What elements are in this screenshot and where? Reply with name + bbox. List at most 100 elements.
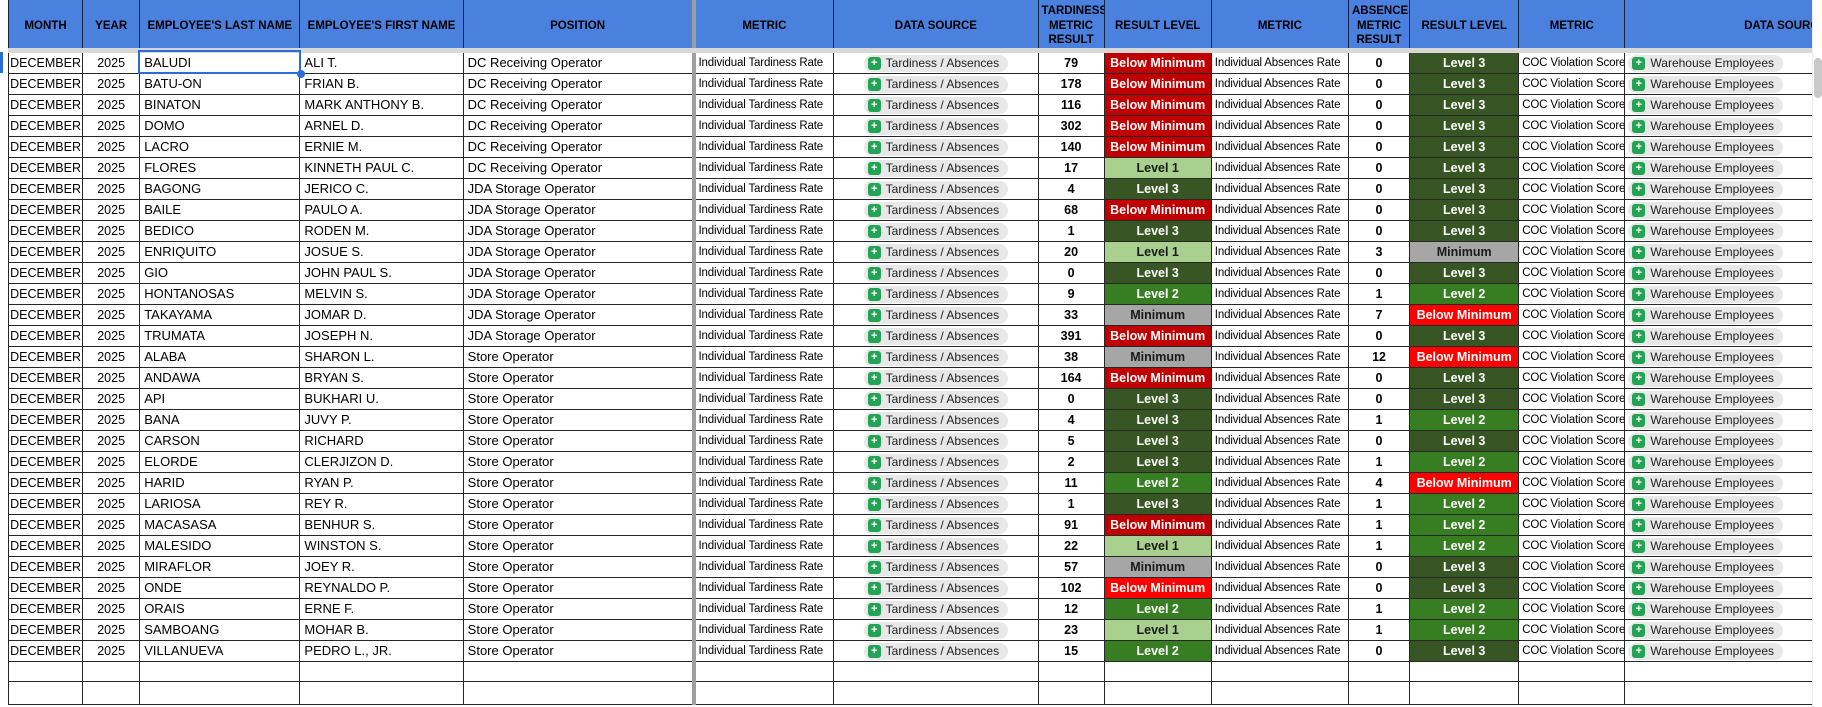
tardiness-result-level-cell[interactable]: Below Minimum — [1103, 198, 1212, 221]
data-source-chip[interactable]: + Tardiness / Absences — [863, 642, 1009, 660]
column-header-absences-result[interactable]: ABSENCES METRIC RESULT — [1347, 0, 1411, 53]
coc-metric-cell[interactable]: COC Violation Score — [1518, 555, 1626, 578]
coc-metric-cell[interactable]: COC Violation Score — [1518, 303, 1626, 326]
coc-data-source-cell[interactable]: + Warehouse Employees — [1624, 429, 1812, 452]
first-name-cell[interactable] — [299, 660, 464, 682]
position-cell[interactable]: Store Operator — [462, 387, 696, 410]
absences-result-cell[interactable]: 4 — [1347, 471, 1411, 494]
absences-result-cell[interactable]: 0 — [1347, 429, 1411, 452]
tardiness-result-level-cell[interactable]: Level 2 — [1103, 282, 1212, 305]
data-source-chip[interactable]: + Warehouse Employees — [1628, 600, 1784, 618]
tardiness-result-level-cell[interactable]: Minimum — [1103, 345, 1212, 368]
absences-result-cell[interactable]: 1 — [1347, 534, 1411, 557]
tardiness-metric-cell[interactable]: Individual Tardiness Rate — [693, 345, 835, 368]
data-source-chip[interactable]: + Warehouse Employees — [1628, 579, 1784, 597]
absences-result-level-cell[interactable]: Level 3 — [1409, 324, 1520, 347]
absences-result-level-cell[interactable] — [1409, 680, 1520, 705]
column-header-tardiness-result-level[interactable]: RESULT LEVEL — [1103, 0, 1212, 53]
last-name-cell[interactable]: HARID — [139, 471, 301, 494]
tardiness-data-source-cell[interactable]: + Tardiness / Absences — [833, 555, 1039, 578]
data-source-chip[interactable]: + Tardiness / Absences — [863, 201, 1009, 219]
tardiness-data-source-cell[interactable]: + Tardiness / Absences — [833, 261, 1039, 284]
tardiness-result-level-cell[interactable]: Level 3 — [1103, 408, 1212, 431]
data-source-chip[interactable]: + Tardiness / Absences — [863, 348, 1009, 366]
data-source-chip[interactable]: + Tardiness / Absences — [863, 138, 1009, 156]
coc-metric-cell[interactable]: COC Violation Score — [1518, 576, 1626, 599]
year-cell[interactable]: 2025 — [82, 282, 141, 305]
absences-result-level-cell[interactable]: Level 2 — [1409, 618, 1520, 641]
month-cell[interactable]: DECEMBER — [8, 513, 84, 536]
first-name-cell[interactable]: JOEY R. — [299, 555, 464, 578]
absences-metric-cell[interactable]: Individual Absences Rate — [1210, 429, 1349, 452]
data-source-chip[interactable]: + Tardiness / Absences — [863, 75, 1009, 93]
month-cell[interactable]: DECEMBER — [8, 576, 84, 599]
position-cell[interactable]: JDA Storage Operator — [462, 219, 696, 242]
coc-metric-cell[interactable]: COC Violation Score — [1518, 72, 1626, 95]
year-cell[interactable]: 2025 — [82, 72, 141, 95]
position-cell[interactable]: JDA Storage Operator — [462, 282, 696, 305]
absences-result-cell[interactable]: 1 — [1347, 408, 1411, 431]
absences-metric-cell[interactable]: Individual Absences Rate — [1210, 282, 1349, 305]
position-cell[interactable]: Store Operator — [462, 534, 696, 557]
year-cell[interactable]: 2025 — [82, 576, 141, 599]
tardiness-data-source-cell[interactable]: + Tardiness / Absences — [833, 534, 1039, 557]
absences-result-level-cell[interactable]: Level 3 — [1409, 93, 1520, 116]
coc-metric-cell[interactable]: COC Violation Score — [1518, 240, 1626, 263]
absences-result-cell[interactable] — [1347, 660, 1411, 682]
position-cell[interactable]: Store Operator — [462, 450, 696, 473]
data-source-chip[interactable]: + Warehouse Employees — [1628, 537, 1784, 555]
tardiness-result-level-cell[interactable]: Below Minimum — [1103, 576, 1212, 599]
absences-result-level-cell[interactable]: Below Minimum — [1409, 471, 1520, 494]
coc-data-source-cell[interactable]: + Warehouse Employees — [1624, 408, 1812, 431]
tardiness-result-level-cell[interactable]: Level 3 — [1103, 492, 1212, 515]
tardiness-result-cell[interactable]: 33 — [1037, 303, 1105, 326]
coc-data-source-cell[interactable] — [1624, 680, 1812, 705]
coc-metric-cell[interactable]: COC Violation Score — [1518, 429, 1626, 452]
absences-result-cell[interactable]: 1 — [1347, 492, 1411, 515]
tardiness-metric-cell[interactable]: Individual Tardiness Rate — [693, 219, 835, 242]
first-name-cell[interactable]: PAULO A. — [299, 198, 464, 221]
first-name-cell[interactable]: ARNEL D. — [299, 114, 464, 137]
last-name-cell[interactable]: GIO — [139, 261, 301, 284]
absences-metric-cell[interactable]: Individual Absences Rate — [1210, 408, 1349, 431]
position-cell[interactable]: JDA Storage Operator — [462, 177, 696, 200]
tardiness-result-cell[interactable]: 302 — [1037, 114, 1105, 137]
absences-result-cell[interactable]: 0 — [1347, 219, 1411, 242]
tardiness-data-source-cell[interactable]: + Tardiness / Absences — [833, 177, 1039, 200]
data-source-chip[interactable]: + Warehouse Employees — [1628, 243, 1784, 261]
tardiness-data-source-cell[interactable]: + Tardiness / Absences — [833, 471, 1039, 494]
tardiness-metric-cell[interactable]: Individual Tardiness Rate — [693, 408, 835, 431]
tardiness-result-cell[interactable]: 1 — [1037, 492, 1105, 515]
column-header-year[interactable]: YEAR — [82, 0, 141, 53]
absences-metric-cell[interactable]: Individual Absences Rate — [1210, 387, 1349, 410]
tardiness-data-source-cell[interactable]: + Tardiness / Absences — [833, 387, 1039, 410]
tardiness-metric-cell[interactable]: Individual Tardiness Rate — [693, 303, 835, 326]
absences-result-level-cell[interactable]: Level 3 — [1409, 261, 1520, 284]
fill-handle[interactable] — [296, 70, 305, 78]
tardiness-metric-cell[interactable] — [693, 660, 835, 682]
tardiness-result-cell[interactable]: 11 — [1037, 471, 1105, 494]
tardiness-result-cell[interactable]: 4 — [1037, 408, 1105, 431]
absences-result-cell[interactable] — [1347, 680, 1411, 705]
first-name-cell[interactable]: ERNE F. — [299, 597, 464, 620]
coc-metric-cell[interactable]: COC Violation Score — [1518, 93, 1626, 116]
tardiness-result-level-cell[interactable] — [1103, 660, 1212, 682]
coc-metric-cell[interactable] — [1518, 660, 1626, 682]
absences-metric-cell[interactable]: Individual Absences Rate — [1210, 198, 1349, 221]
position-cell[interactable]: Store Operator — [462, 597, 696, 620]
absences-result-cell[interactable]: 1 — [1347, 597, 1411, 620]
last-name-cell[interactable]: API — [139, 387, 301, 410]
tardiness-metric-cell[interactable]: Individual Tardiness Rate — [693, 366, 835, 389]
column-header-coc-metric[interactable]: METRIC — [1518, 0, 1626, 53]
absences-result-level-cell[interactable]: Level 2 — [1409, 513, 1520, 536]
absences-metric-cell[interactable] — [1210, 660, 1349, 682]
position-cell[interactable]: Store Operator — [462, 639, 696, 662]
tardiness-result-cell[interactable]: 140 — [1037, 135, 1105, 158]
tardiness-metric-cell[interactable]: Individual Tardiness Rate — [693, 555, 835, 578]
tardiness-data-source-cell[interactable]: + Tardiness / Absences — [833, 240, 1039, 263]
tardiness-result-cell[interactable]: 0 — [1037, 261, 1105, 284]
month-cell[interactable]: DECEMBER — [8, 555, 84, 578]
tardiness-data-source-cell[interactable]: + Tardiness / Absences — [833, 366, 1039, 389]
tardiness-result-level-cell[interactable]: Level 2 — [1103, 639, 1212, 662]
coc-data-source-cell[interactable]: + Warehouse Employees — [1624, 114, 1812, 137]
